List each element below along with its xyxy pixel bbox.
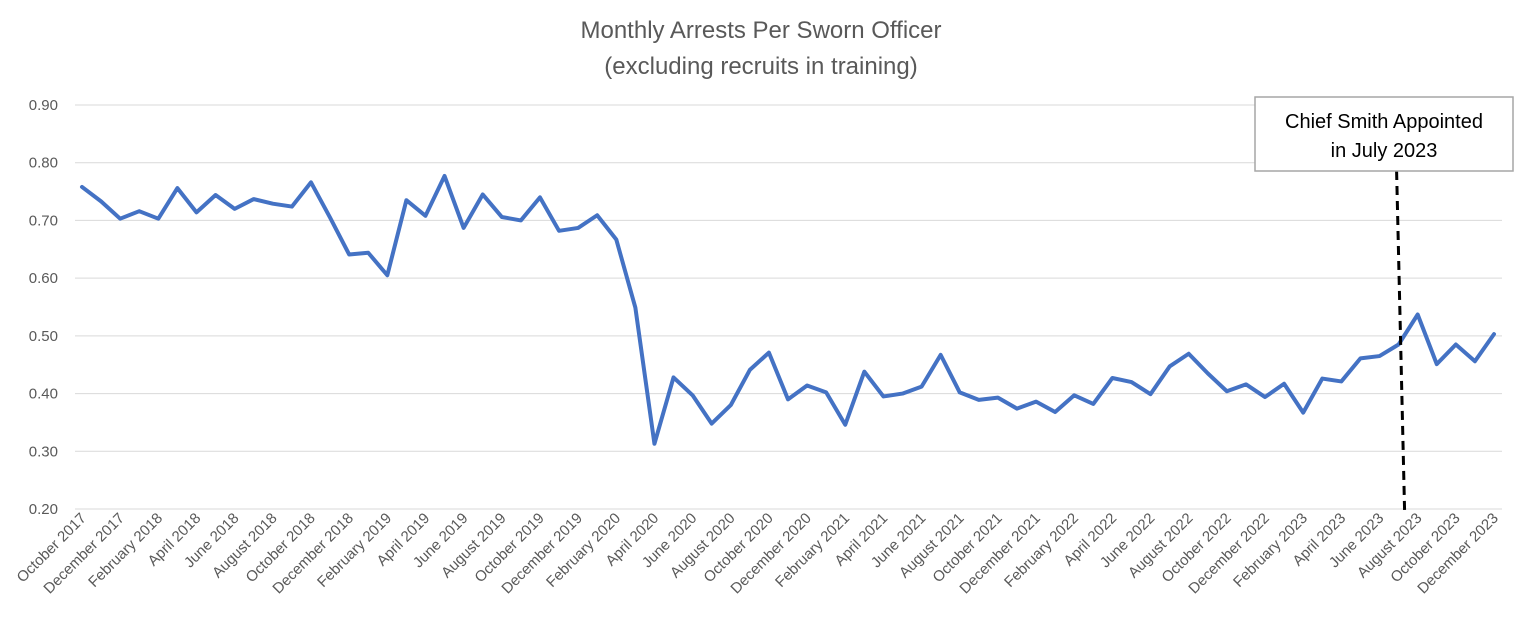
y-tick-label: 0.70 <box>29 212 58 229</box>
gridlines <box>75 104 1502 510</box>
annotation-text-line-1: Chief Smith Appointed <box>1285 111 1483 133</box>
annotation-group: Chief Smith Appointed in July 2023 <box>1254 96 1514 512</box>
annotation-box <box>1254 96 1514 172</box>
chart-title: Monthly Arrests Per Sworn Officer <box>580 17 941 44</box>
y-tick-label: 0.90 <box>29 97 58 114</box>
y-tick-label: 0.80 <box>29 155 58 172</box>
y-tick-label: 0.50 <box>29 328 58 345</box>
y-tick-label: 0.40 <box>29 386 58 403</box>
series-group <box>80 173 1496 446</box>
y-tick-label: 0.20 <box>29 501 58 518</box>
y-axis-ticks: 0.20 0.30 0.40 0.50 0.60 0.70 0.80 0.90 <box>29 97 58 518</box>
chart-subtitle: (excluding recruits in training) <box>604 53 917 80</box>
series-line <box>80 173 1496 446</box>
y-tick-label: 0.30 <box>29 443 58 460</box>
y-tick-label: 0.60 <box>29 270 58 287</box>
annotation-text-line-2: in July 2023 <box>1331 140 1438 162</box>
appointment-marker-line <box>1395 170 1407 512</box>
